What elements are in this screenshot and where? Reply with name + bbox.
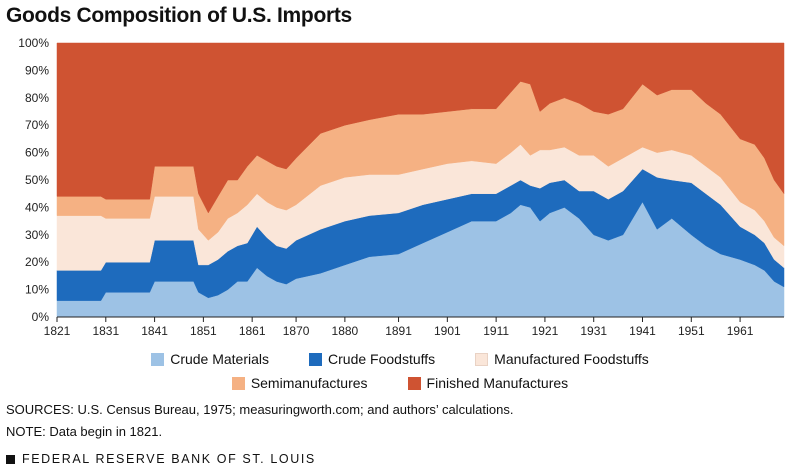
legend-label-finished-manufactures: Finished Manufactures (426, 375, 569, 391)
legend-label-manufactured-foodstuffs: Manufactured Foodstuffs (494, 351, 649, 367)
x-tick-label: 1870 (283, 324, 310, 338)
y-tick-label: 70% (25, 118, 49, 132)
sources-note: SOURCES: U.S. Census Bureau, 1975; measu… (6, 402, 514, 417)
legend-row-2: Semimanufactures Finished Manufactures (0, 375, 800, 391)
data-note: NOTE: Data begin in 1821. (6, 424, 163, 439)
x-tick-label: 1841 (141, 324, 168, 338)
legend-item-finished-manufactures: Finished Manufactures (407, 375, 569, 391)
footer-square-icon (6, 454, 15, 464)
x-tick-label: 1891 (385, 324, 412, 338)
footer-text: FEDERAL RESERVE BANK OF ST. LOUIS (22, 452, 316, 466)
legend-label-crude-foodstuffs: Crude Foodstuffs (328, 351, 436, 367)
x-tick-label: 1861 (239, 324, 266, 338)
legend-swatch-semimanufactures (231, 376, 245, 390)
legend-swatch-crude-foodstuffs (309, 352, 323, 366)
legend-row-1: Crude Materials Crude Foodstuffs Manufac… (0, 351, 800, 367)
x-tick-label: 1911 (483, 324, 509, 338)
x-tick-label: 1851 (190, 324, 217, 338)
area-finished-manufactures (56, 42, 785, 214)
y-tick-label: 60% (25, 146, 49, 160)
x-tick-label: 1901 (434, 324, 461, 338)
y-tick-label: 40% (25, 200, 49, 214)
y-tick-label: 30% (25, 228, 49, 242)
y-tick-label: 90% (25, 63, 49, 77)
y-tick-label: 100% (18, 36, 49, 50)
x-tick-label: 1880 (332, 324, 359, 338)
y-tick-label: 80% (25, 91, 49, 105)
y-tick-label: 10% (25, 283, 49, 297)
x-tick-label: 1921 (532, 324, 559, 338)
x-tick-label: 1961 (727, 324, 754, 338)
legend-swatch-crude-materials (151, 352, 165, 366)
y-axis: 0% 10% 20% 30% 40% 50% 60% 70% 80% 90% 100% (18, 36, 49, 324)
x-tick-label: 1831 (92, 324, 119, 338)
legend-item-manufactured-foodstuffs: Manufactured Foodstuffs (475, 351, 649, 367)
footer: FEDERAL RESERVE BANK OF ST. LOUIS (6, 452, 316, 466)
legend-item-crude-materials: Crude Materials (151, 351, 269, 367)
legend-swatch-finished-manufactures (407, 376, 421, 390)
legend-item-crude-foodstuffs: Crude Foodstuffs (309, 351, 435, 367)
legend-item-semimanufactures: Semimanufactures (231, 375, 368, 391)
x-tick-label: 1941 (629, 324, 656, 338)
y-tick-label: 0% (32, 310, 50, 324)
y-tick-label: 50% (25, 173, 49, 187)
x-tick-label: 1951 (678, 324, 705, 338)
y-tick-label: 20% (25, 255, 49, 269)
x-axis: 1821 1831 1841 1851 1861 1870 1880 1891 1901 1911… (44, 316, 784, 338)
x-tick-label: 1931 (580, 324, 607, 338)
chart-title: Goods Composition of U.S. Imports (6, 4, 352, 27)
legend-label-semimanufactures: Semimanufactures (250, 375, 368, 391)
stacked-area-chart: 0%10%20%30%40%50%60%70%80%90%100% 1821 18… (18, 36, 785, 338)
x-tick-label: 1821 (44, 324, 71, 338)
area-layers (56, 42, 785, 318)
legend-swatch-manufactured-foodstuffs (475, 352, 489, 366)
legend-label-crude-materials: Crude Materials (170, 351, 270, 367)
